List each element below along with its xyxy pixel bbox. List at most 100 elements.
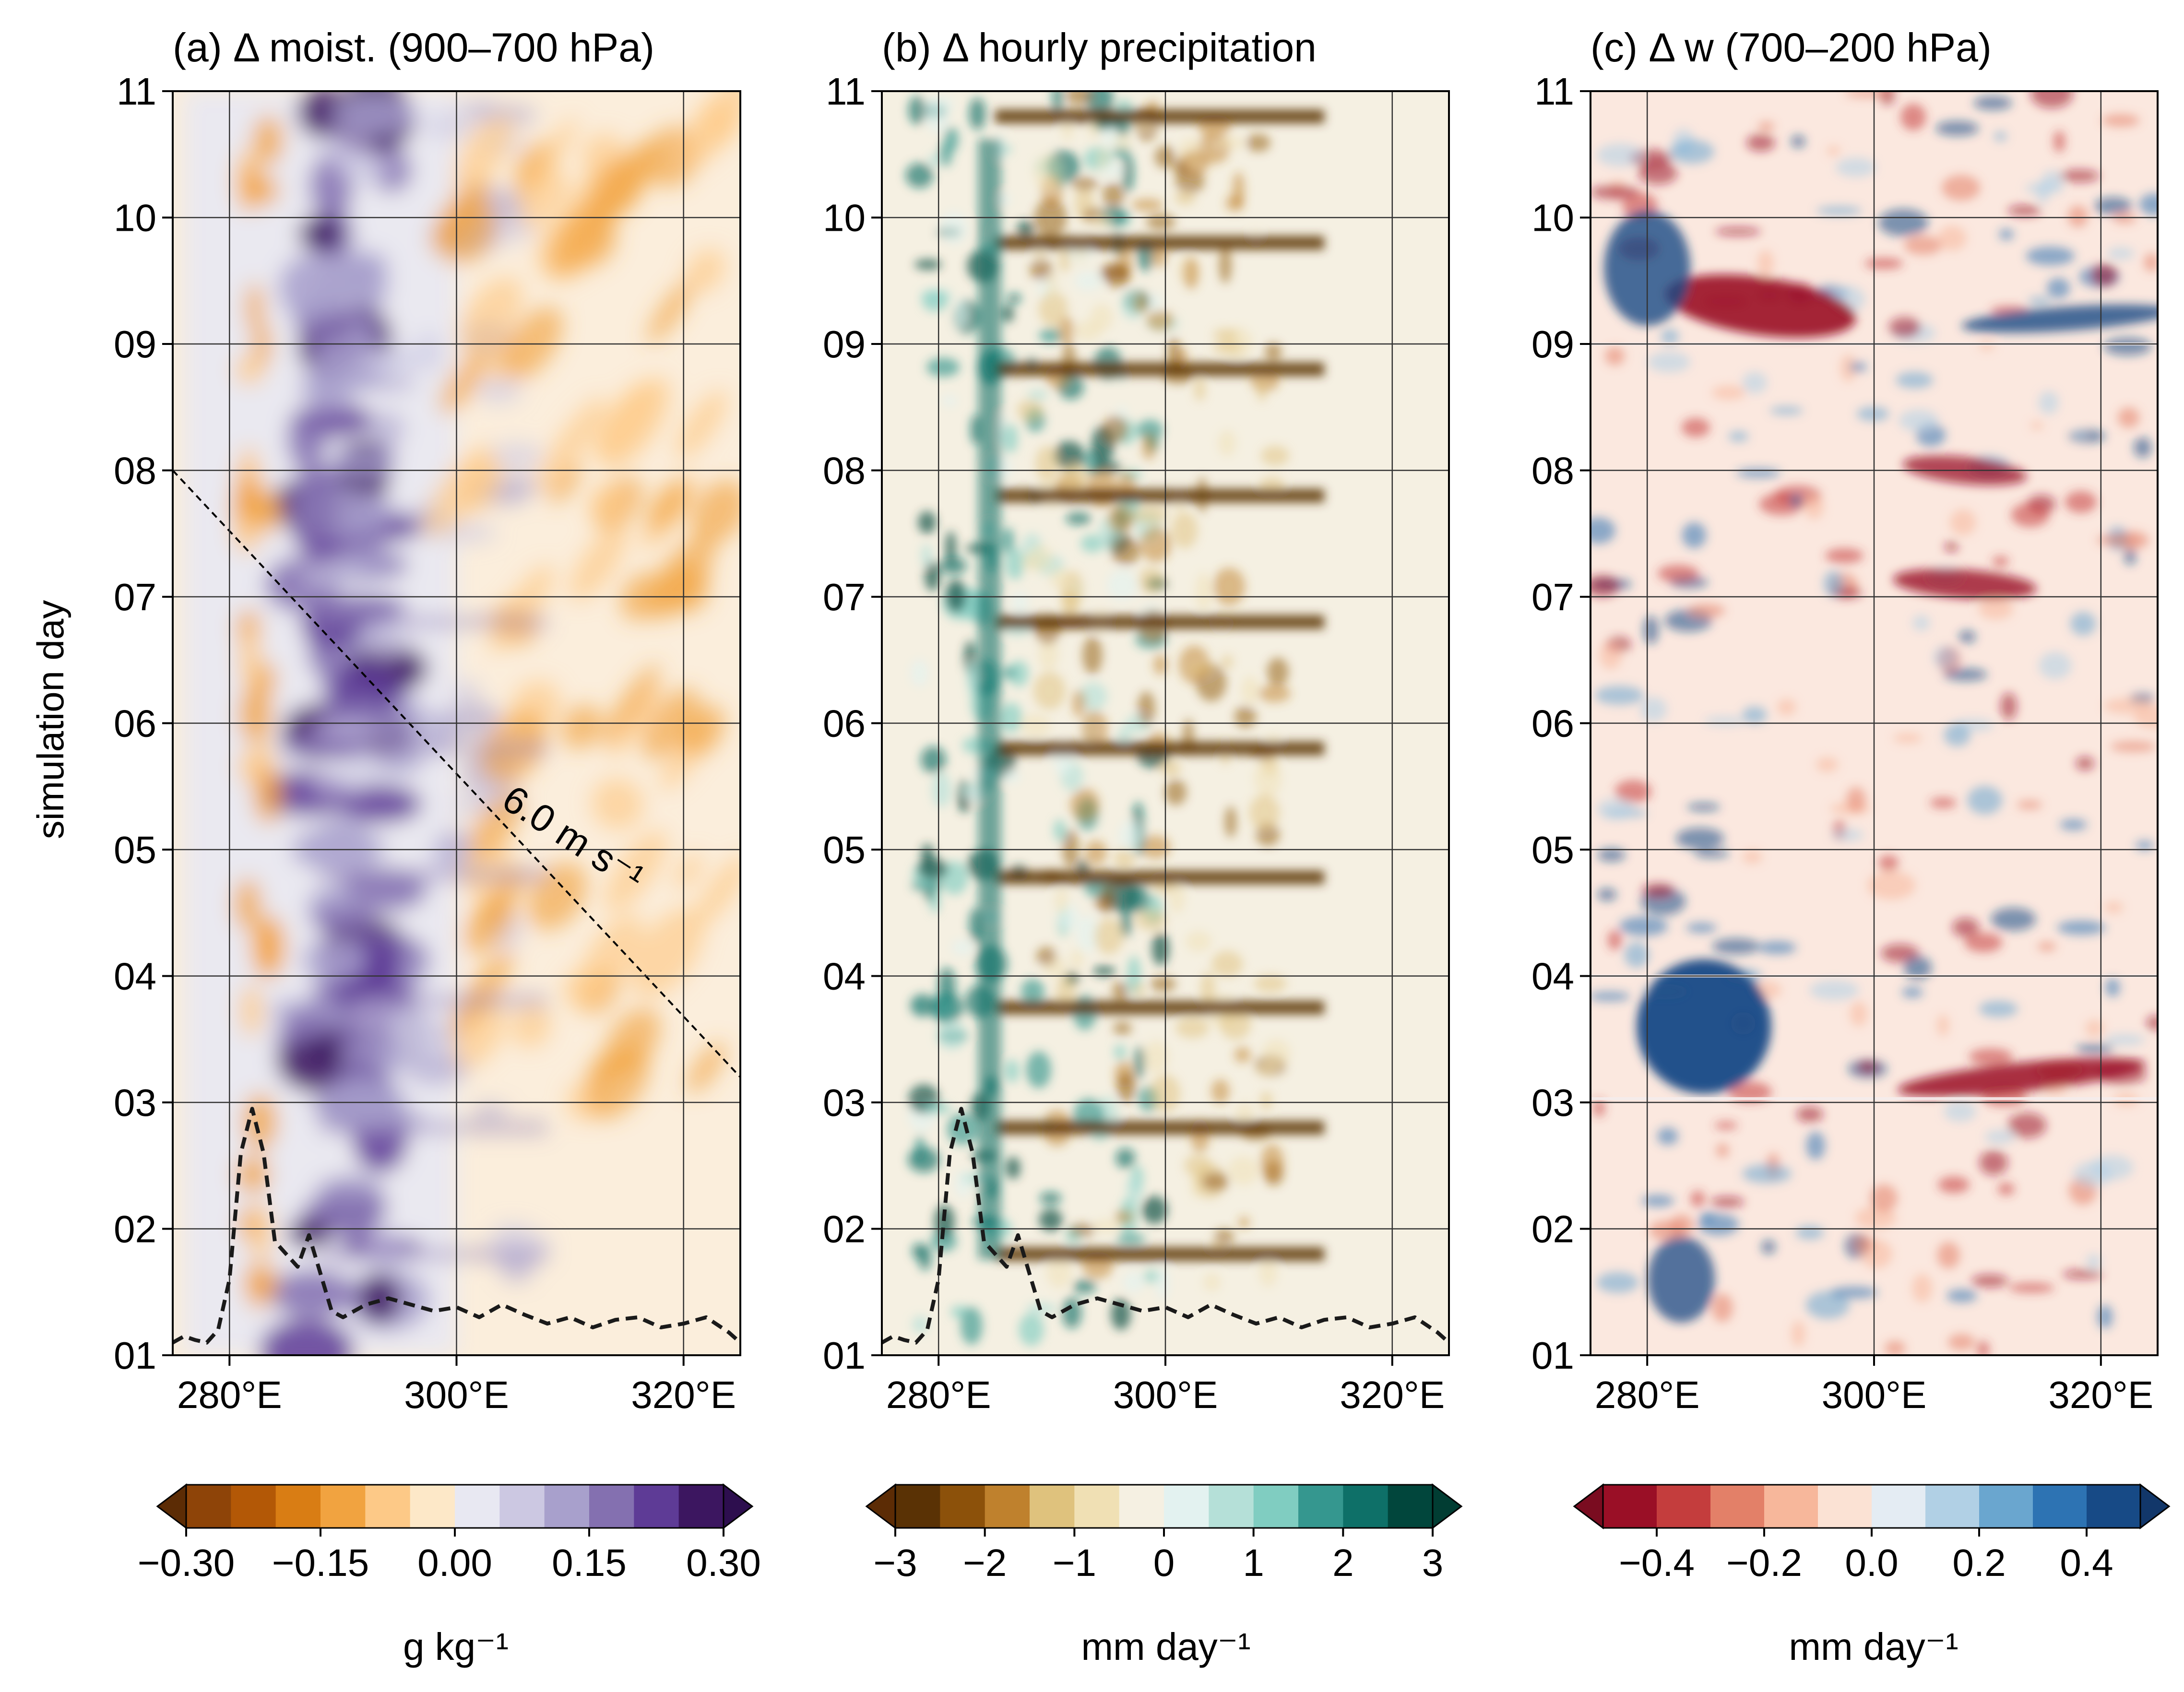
colorbar-extend-max bbox=[2139, 1483, 2171, 1529]
colorbar-swatch bbox=[2033, 1485, 2087, 1528]
colorbar-tick-label: −3 bbox=[873, 1541, 917, 1584]
y-tick-label: 02 bbox=[114, 1208, 156, 1251]
y-tick-label: 09 bbox=[114, 323, 156, 366]
colorbar-swatch bbox=[231, 1485, 276, 1528]
colorbar-swatch bbox=[1388, 1485, 1433, 1528]
x-tick-label: 280°E bbox=[1595, 1373, 1700, 1416]
colorbar-tick-label: 0.2 bbox=[1952, 1541, 2006, 1584]
colorbar-tick-label: −0.4 bbox=[1619, 1541, 1695, 1584]
panel-c: 280°E 300°E 320°E 01 02 03 04 05 06 07 08 09 10 11 −0.… bbox=[1531, 70, 2171, 1584]
y-tick-label: 11 bbox=[117, 70, 156, 113]
y-tick-label: 08 bbox=[114, 450, 156, 492]
dashed-curve bbox=[173, 1107, 740, 1345]
colorbar-swatch bbox=[678, 1485, 724, 1528]
colorbar-swatch bbox=[275, 1485, 321, 1528]
colorbar-extend-max bbox=[1432, 1483, 1463, 1529]
y-tick-label: 01 bbox=[114, 1334, 156, 1377]
colorbar-swatch bbox=[1818, 1485, 1872, 1528]
colorbar-swatch bbox=[1209, 1485, 1254, 1528]
colorbar-swatch bbox=[1925, 1485, 1980, 1528]
colorbar-swatch bbox=[365, 1485, 411, 1528]
y-axis-label: simulation day bbox=[29, 600, 71, 840]
colorbar-1: −3 −2 −1 0 1 2 3 bbox=[865, 1483, 1463, 1584]
panel-b-title: (b) Δ hourly precipitation bbox=[882, 25, 1317, 70]
panel-a: 280°E 300°E 320°E 01 02 03 04 05 06 07 08 09 10 11 −0.… bbox=[114, 70, 761, 1584]
y-tick-label: 07 bbox=[114, 576, 156, 618]
x-tick-label: 300°E bbox=[1822, 1373, 1927, 1416]
colorbar-swatch bbox=[589, 1485, 634, 1528]
y-tick-label: 09 bbox=[823, 323, 866, 366]
y-tick-label: 10 bbox=[1531, 197, 1574, 239]
colorbar-tick-label: −0.2 bbox=[1726, 1541, 1802, 1584]
colorbar-0: −0.30 −0.15 0.00 0.15 0.30 bbox=[138, 1483, 761, 1584]
y-tick-label: 01 bbox=[1531, 1334, 1574, 1377]
colorbar-tick-label: 0.30 bbox=[686, 1541, 761, 1584]
colorbar-tick-label: 1 bbox=[1243, 1541, 1264, 1584]
colorbar-swatch bbox=[186, 1485, 231, 1528]
y-tick-label: 08 bbox=[823, 450, 866, 492]
colorbar-extend-min bbox=[1573, 1483, 1604, 1529]
y-tick-label: 03 bbox=[114, 1081, 156, 1124]
panel-a-title: (a) Δ moist. (900–700 hPa) bbox=[173, 25, 654, 70]
x-tick-label: 320°E bbox=[1340, 1373, 1445, 1416]
x-tick-label: 320°E bbox=[2048, 1373, 2153, 1416]
panel-b: 280°E 300°E 320°E0102030405060708091011−3−… bbox=[823, 70, 1463, 1584]
colorbar-tick-label: −0.30 bbox=[138, 1541, 235, 1584]
y-tick-label: 07 bbox=[823, 576, 866, 618]
colorbar-swatch bbox=[320, 1485, 366, 1528]
y-tick-label: 06 bbox=[1531, 702, 1574, 745]
colorbar-swatch bbox=[985, 1485, 1030, 1528]
colorbar-swatch bbox=[410, 1485, 455, 1528]
panel-c-title: (c) Δ w (700–200 hPa) bbox=[1591, 25, 1992, 70]
x-tick-label: 300°E bbox=[1113, 1373, 1218, 1416]
colorbar-swatch bbox=[1030, 1485, 1075, 1528]
y-tick-label: 05 bbox=[823, 828, 866, 871]
y-tick-label: 03 bbox=[823, 1081, 866, 1124]
y-tick-label: 05 bbox=[1531, 828, 1574, 871]
colorbar-swatch bbox=[634, 1485, 679, 1528]
colorbar-swatch bbox=[499, 1485, 545, 1528]
y-tick-label: 09 bbox=[1531, 323, 1574, 366]
x-tick-label: 320°E bbox=[631, 1373, 736, 1416]
y-tick-label: 04 bbox=[1531, 955, 1574, 998]
colorbar-swatch bbox=[1343, 1485, 1389, 1528]
colorbar-extend-max bbox=[723, 1483, 754, 1529]
y-tick-label: 03 bbox=[1531, 1081, 1574, 1124]
colorbar-extend-min bbox=[156, 1483, 187, 1529]
x-tick-label: 300°E bbox=[404, 1373, 509, 1416]
y-tick-label: 07 bbox=[1531, 576, 1574, 618]
colorbar-tick-label: 0 bbox=[1153, 1541, 1175, 1584]
colorbar-tick-label: 0.4 bbox=[2060, 1541, 2113, 1584]
y-tick-label: 05 bbox=[114, 828, 156, 871]
colorbar-extend-min bbox=[865, 1483, 896, 1529]
colorbar-swatch bbox=[1872, 1485, 1926, 1528]
colorbar-tick-label: −1 bbox=[1053, 1541, 1096, 1584]
colorbar-swatch bbox=[1979, 1485, 2033, 1528]
y-tick-label: 08 bbox=[1531, 450, 1574, 492]
x-tick-label: 280°E bbox=[177, 1373, 282, 1416]
colorbar-swatch bbox=[544, 1485, 590, 1528]
colorbar-swatch bbox=[895, 1485, 940, 1528]
y-tick-label: 01 bbox=[823, 1334, 866, 1377]
colorbar-tick-label: −2 bbox=[963, 1541, 1007, 1584]
colorbar-swatch bbox=[1764, 1485, 1818, 1528]
colorbar-swatch bbox=[1603, 1485, 1657, 1528]
colorbar-tick-label: 0.00 bbox=[417, 1541, 492, 1584]
colorbar-tick-label: 2 bbox=[1332, 1541, 1354, 1584]
colorbar-tick-label: −0.15 bbox=[272, 1541, 369, 1584]
y-tick-label: 11 bbox=[826, 70, 866, 113]
dashed-curve bbox=[882, 1107, 1449, 1345]
colorbar-tick-label: 0.0 bbox=[1845, 1541, 1898, 1584]
colorbar-tick-label: 0.15 bbox=[552, 1541, 627, 1584]
colorbar-swatch bbox=[1253, 1485, 1299, 1528]
y-tick-label: 06 bbox=[114, 702, 156, 745]
colorbar-c-label: mm day⁻¹ bbox=[1789, 1625, 1958, 1668]
grid-1 bbox=[882, 90, 1449, 1356]
colorbar-swatch bbox=[455, 1485, 500, 1528]
y-tick-label: 06 bbox=[823, 702, 866, 745]
y-tick-label: 10 bbox=[823, 197, 866, 239]
colorbar-swatch bbox=[2087, 1485, 2141, 1528]
y-tick-label: 02 bbox=[1531, 1208, 1574, 1251]
colorbar-swatch bbox=[1074, 1485, 1120, 1528]
